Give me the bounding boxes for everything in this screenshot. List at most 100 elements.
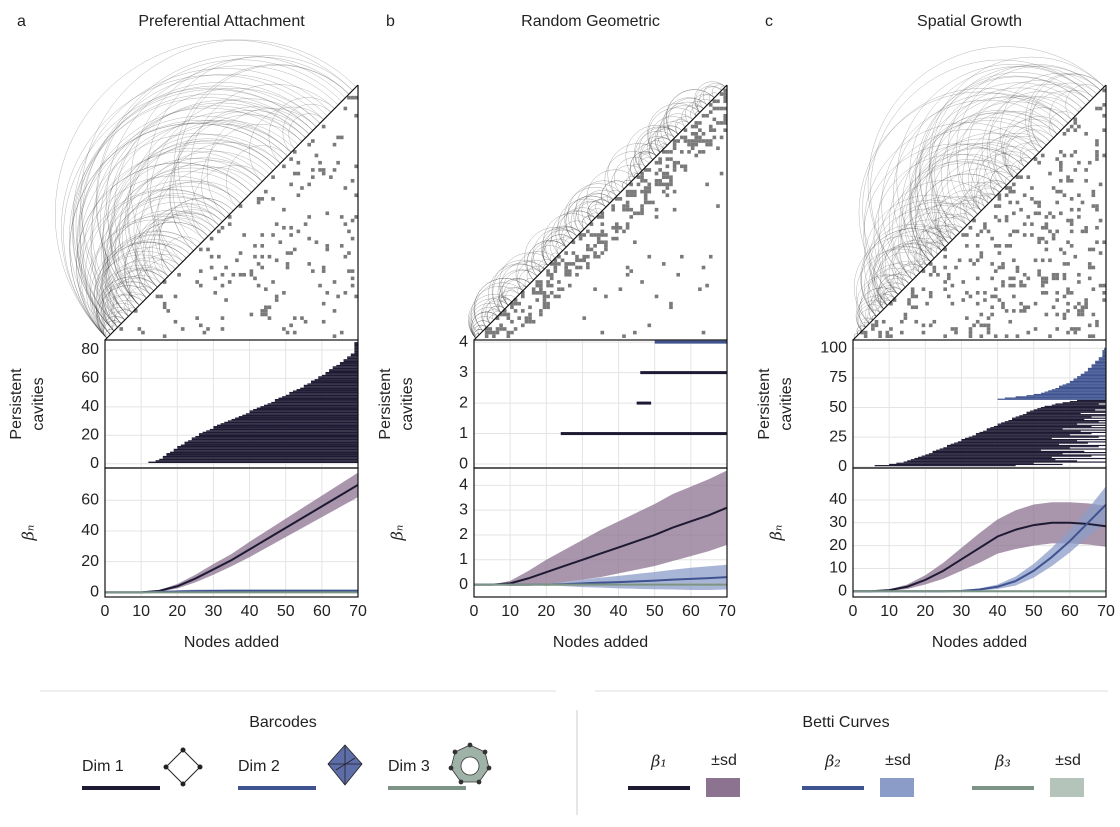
matrix-cell	[564, 251, 568, 255]
matrix-cell	[1004, 186, 1009, 190]
matrix-cell	[687, 150, 691, 154]
matrix-cell	[928, 291, 933, 295]
arc	[80, 39, 357, 317]
arc	[657, 113, 693, 149]
arc	[143, 259, 180, 295]
matrix-cell	[687, 142, 691, 147]
matrix-cell	[1044, 312, 1049, 317]
matrix-cell	[629, 269, 634, 273]
legend-title: Barcodes	[249, 714, 317, 731]
matrix-cell	[878, 330, 882, 335]
y-tick-label: 40	[829, 491, 847, 508]
matrix-cell	[954, 265, 958, 270]
arc	[880, 291, 899, 310]
matrix-cell	[1062, 294, 1067, 299]
matrix-cell	[1022, 305, 1027, 310]
matrix-cell	[990, 294, 994, 299]
matrix-cell	[983, 222, 987, 226]
arc	[570, 200, 607, 237]
arc	[696, 94, 715, 113]
matrix-cell	[307, 182, 312, 187]
matrix-cell	[1069, 291, 1074, 295]
arc	[578, 193, 614, 230]
matrix-cell	[271, 197, 275, 201]
barcode-bar	[1066, 383, 1106, 385]
matrix-cell	[1026, 175, 1031, 179]
arc	[638, 152, 657, 171]
matrix-cell	[961, 298, 966, 302]
arc	[880, 240, 942, 302]
arc	[127, 286, 154, 313]
matrix-cell	[979, 334, 984, 338]
arc	[856, 325, 866, 335]
matrix-cell	[1055, 157, 1060, 161]
matrix-cell	[661, 189, 666, 194]
matrix-cell	[593, 251, 597, 255]
matrix-cell	[1033, 301, 1038, 306]
barcode-bar	[957, 441, 1106, 443]
matrix-cell	[698, 121, 702, 125]
matrix-cell	[694, 139, 699, 143]
matrix-cell	[983, 291, 987, 295]
matrix-cell	[654, 178, 659, 183]
matrix-cell	[1012, 283, 1016, 288]
arc	[126, 307, 136, 317]
matrix-cell	[564, 269, 568, 273]
matrix-cell	[1084, 168, 1088, 172]
legend-band-swatch	[1050, 778, 1084, 797]
matrix-cell	[354, 164, 358, 169]
matrix-cell	[968, 294, 973, 299]
matrix-cell	[701, 131, 706, 136]
matrix-cell	[206, 247, 210, 252]
barcode-bar	[1069, 382, 1106, 384]
matrix-cell	[1073, 150, 1078, 154]
y-tick-label: 2	[459, 526, 468, 543]
arc	[898, 196, 982, 281]
matrix-cell	[520, 309, 525, 313]
matrix-cell	[723, 99, 727, 104]
arc	[861, 228, 949, 317]
matrix-cell	[694, 135, 699, 140]
barcode-bar	[1098, 359, 1106, 361]
arc	[169, 110, 310, 251]
barcode-bar	[997, 423, 1078, 425]
matrix-cell	[636, 182, 641, 187]
matrix-cell	[698, 128, 702, 132]
matrix-cell	[614, 222, 619, 226]
matrix-cell	[1019, 280, 1023, 284]
arc	[859, 317, 874, 332]
matrix-cell	[910, 294, 915, 299]
matrix-cell	[903, 316, 908, 320]
arc	[491, 259, 545, 313]
arc	[877, 273, 913, 310]
arc	[474, 329, 484, 339]
arc	[146, 55, 353, 262]
arc	[98, 294, 144, 339]
barcode-bar	[1055, 403, 1099, 405]
arc	[471, 311, 498, 339]
legend-label: Dim 3	[388, 758, 430, 775]
arc	[868, 297, 892, 321]
plot-frame	[852, 467, 1107, 598]
matrix-cell	[694, 121, 699, 125]
arc	[978, 192, 996, 211]
arc	[625, 125, 679, 179]
barcode-bar	[213, 426, 358, 428]
matrix-cell	[1087, 160, 1092, 165]
matrix-cell	[1066, 301, 1070, 306]
matrix-cell	[708, 103, 713, 107]
arc	[863, 122, 1040, 299]
matrix-cell	[611, 236, 615, 241]
barcode-bar	[238, 416, 358, 418]
network-illustration	[467, 81, 728, 341]
arc	[557, 245, 567, 255]
arc	[111, 142, 274, 306]
barcode-bar	[307, 383, 358, 385]
arc	[471, 311, 498, 339]
matrix-cell	[705, 283, 709, 288]
matrix-cell	[213, 291, 218, 295]
matrix-cell	[1015, 265, 1020, 270]
arc	[79, 82, 321, 324]
matrix-cell	[1008, 283, 1013, 288]
matrix-cell	[957, 258, 962, 263]
